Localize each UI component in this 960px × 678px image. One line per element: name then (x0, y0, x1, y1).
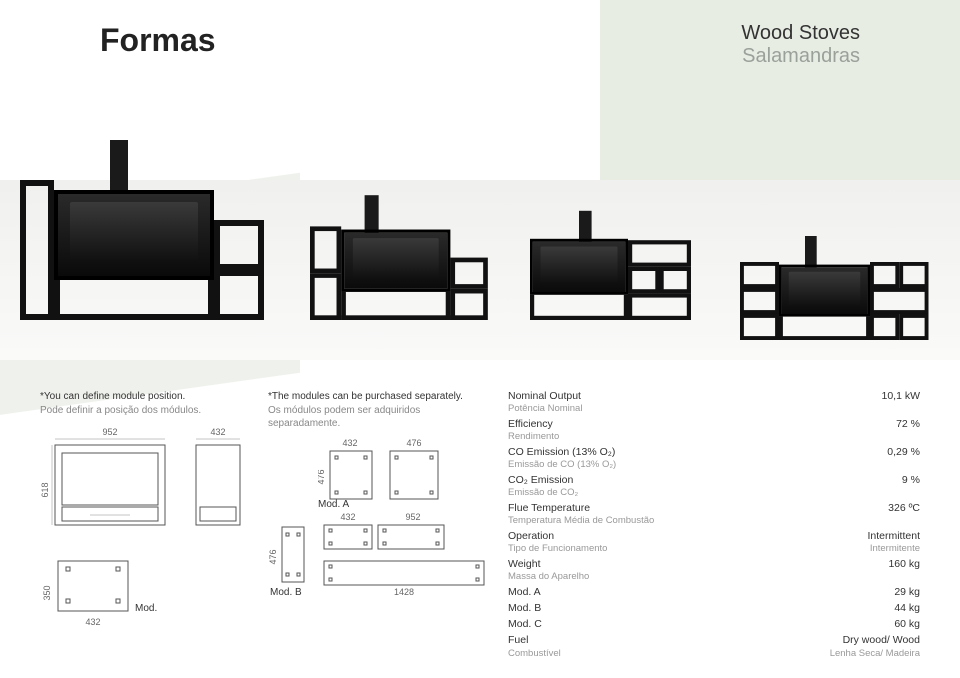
svg-text:476: 476 (406, 438, 421, 448)
side-elevation-drawing: 432 (188, 425, 248, 545)
mod-b-side: 476 Mod. B (268, 457, 308, 597)
mod-c-drawing: 350 432 Mod. C (40, 553, 160, 633)
svg-text:350: 350 (42, 585, 52, 600)
spec-value: 0,29 % (830, 446, 920, 471)
module-left (20, 180, 54, 320)
svg-text:432: 432 (85, 617, 100, 627)
bottom-section: *You can define module position. Pode de… (40, 390, 920, 668)
bottom-plan: 1428 (318, 557, 488, 597)
stove-variant-1 (20, 180, 264, 320)
module-main (530, 239, 628, 320)
spec-label: OperationTipo de Funcionamento (508, 530, 810, 555)
stove-variant-2 (310, 226, 488, 320)
svg-text:432: 432 (342, 438, 357, 448)
stove-variant-4 (740, 262, 929, 340)
spec-label: FuelCombustível (508, 634, 810, 659)
notes-and-front-drawing: *You can define module position. Pode de… (40, 390, 248, 668)
spec-label: Nominal OutputPotência Nominal (508, 390, 810, 415)
subtitle-en: Wood Stoves (741, 22, 860, 45)
spec-label: Mod. C (508, 618, 810, 631)
page-subtitle: Wood Stoves Salamandras (741, 22, 860, 68)
svg-text:432: 432 (340, 512, 355, 522)
stove-variant-3 (530, 239, 691, 320)
module-right (628, 240, 691, 320)
module-right (214, 220, 264, 320)
svg-text:952: 952 (405, 512, 420, 522)
svg-text:1428: 1428 (394, 587, 414, 597)
svg-text:432: 432 (210, 427, 225, 437)
page-title: Formas (100, 22, 216, 68)
spec-value: 44 kg (830, 602, 920, 615)
spec-value: 160 kg (830, 558, 920, 583)
header: Formas Wood Stoves Salamandras (0, 22, 960, 68)
chimney-icon (365, 195, 379, 234)
module-main (779, 265, 870, 340)
note-left: *You can define module position. Pode de… (40, 390, 210, 417)
spec-label: WeightMassa do Aparelho (508, 558, 810, 583)
front-elevation-drawing: 952 618 (40, 425, 180, 545)
spec-label: Mod. A (508, 586, 810, 599)
spec-label: Mod. B (508, 602, 810, 615)
chimney-icon (110, 140, 128, 190)
svg-text:618: 618 (40, 482, 50, 497)
spec-label: Flue TemperatureTemperatura Média de Com… (508, 502, 810, 527)
spec-value: 9 % (830, 474, 920, 499)
module-left (310, 226, 341, 320)
top-plan: 476 (384, 437, 444, 507)
specs-table: Nominal OutputPotência Nominal 10,1 kW Eff… (508, 390, 920, 668)
mod-a-plan: 432 476 Mod. A (318, 437, 378, 507)
subtitle-pt: Salamandras (741, 45, 860, 68)
spec-value: 10,1 kW (830, 390, 920, 415)
svg-text:476: 476 (318, 469, 326, 484)
spec-label: EfficiencyRendimento (508, 418, 810, 443)
mid-plan: 432 952 (318, 511, 448, 553)
spec-value: Dry wood/ WoodLenha Seca/ Madeira (830, 634, 920, 659)
spec-value: 326 ºC (830, 502, 920, 527)
svg-text:Mod. A: Mod. A (318, 499, 349, 507)
spec-value: IntermittentIntermitente (830, 530, 920, 555)
spec-value: 72 % (830, 418, 920, 443)
module-left (740, 262, 779, 340)
spec-value: 29 kg (830, 586, 920, 599)
module-right (870, 262, 929, 340)
svg-text:Mod. C: Mod. C (135, 603, 160, 614)
module-main (54, 190, 214, 320)
spec-label: CO Emission (13% O₂)Emissão de CO (13% O… (508, 446, 810, 471)
svg-text:952: 952 (102, 427, 117, 437)
svg-text:Mod. B: Mod. B (270, 587, 302, 597)
notes-right-and-mods: *The modules can be purchased separately… (268, 390, 488, 668)
product-renders (0, 80, 960, 360)
module-right (450, 258, 487, 320)
svg-text:476: 476 (268, 549, 278, 564)
module-main (341, 230, 450, 320)
note-right: *The modules can be purchased separately… (268, 390, 468, 431)
spec-value: 60 kg (830, 618, 920, 631)
spec-label: CO₂ EmissionEmissão de CO₂ (508, 474, 810, 499)
